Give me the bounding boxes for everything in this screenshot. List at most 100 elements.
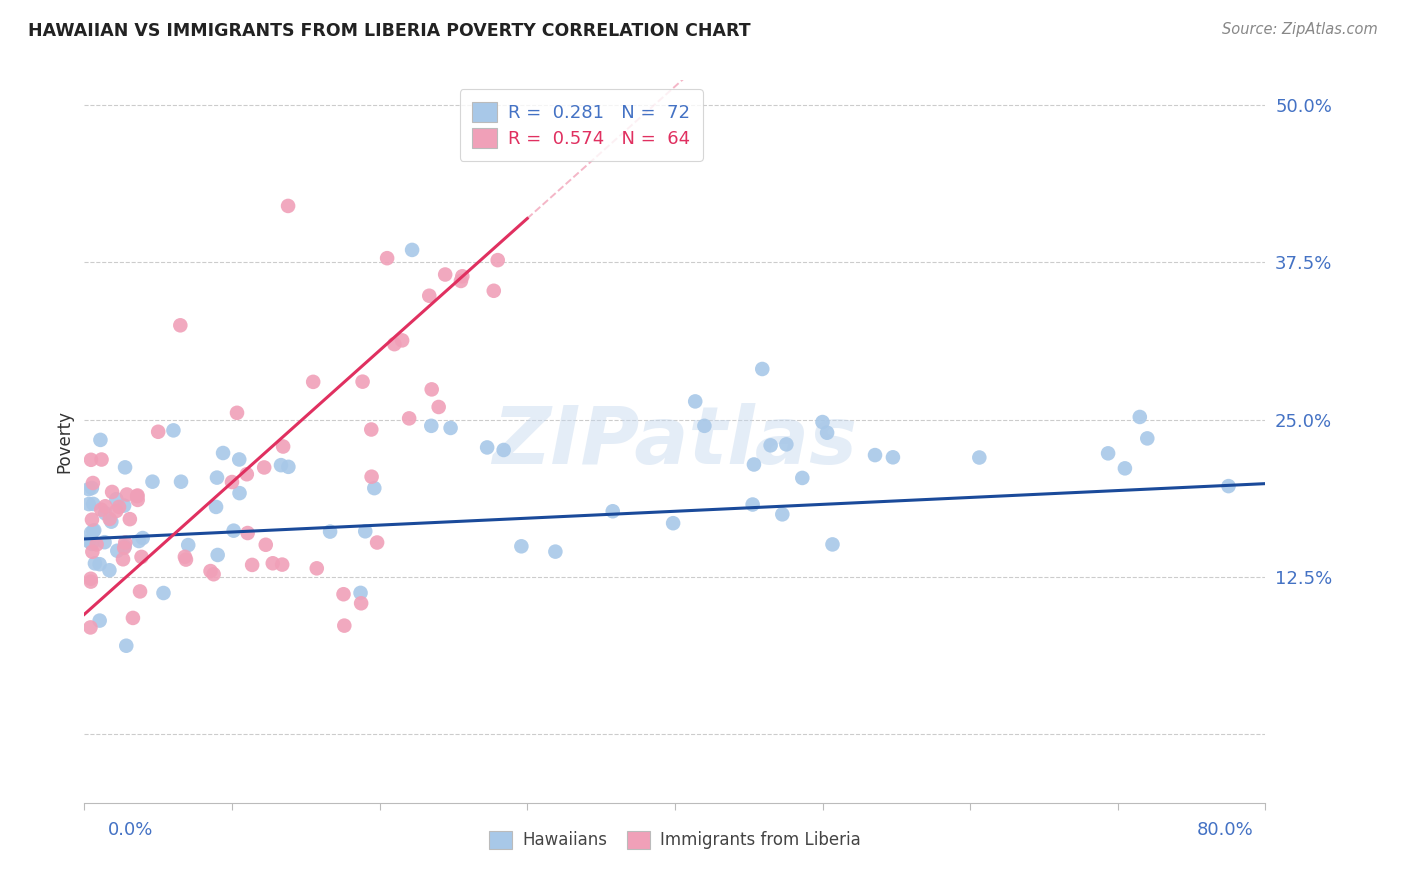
Point	[101, 485, 124, 500]
Point	[228, 452, 250, 467]
Point	[418, 289, 440, 303]
Point	[80, 513, 103, 527]
Point	[815, 425, 838, 440]
Point	[82, 545, 104, 559]
Point	[420, 383, 443, 397]
Point	[205, 500, 228, 514]
Point	[486, 253, 509, 268]
Point	[277, 199, 299, 213]
Point	[89, 557, 111, 571]
Point	[969, 450, 991, 465]
Point	[759, 438, 782, 452]
Point	[141, 475, 163, 489]
Text: HAWAIIAN VS IMMIGRANTS FROM LIBERIA POVERTY CORRELATION CHART: HAWAIIAN VS IMMIGRANTS FROM LIBERIA POVE…	[28, 22, 751, 40]
Point	[174, 549, 197, 564]
Point	[162, 423, 184, 437]
Point	[80, 574, 103, 589]
Point	[332, 587, 354, 601]
Point	[236, 526, 259, 541]
Point	[86, 537, 108, 551]
Text: 80.0%: 80.0%	[1197, 821, 1254, 838]
Point	[207, 548, 229, 562]
Point	[792, 471, 814, 485]
Point	[200, 564, 222, 578]
Point	[93, 535, 115, 549]
Point	[420, 418, 443, 433]
Point	[1097, 446, 1119, 460]
Legend: Hawaiians, Immigrants from Liberia: Hawaiians, Immigrants from Liberia	[482, 824, 868, 856]
Point	[131, 549, 153, 564]
Point	[602, 504, 624, 518]
Point	[127, 492, 149, 507]
Point	[169, 318, 191, 333]
Point	[98, 563, 121, 577]
Point	[89, 614, 111, 628]
Point	[105, 504, 128, 518]
Point	[450, 274, 472, 288]
Point	[360, 469, 382, 483]
Point	[350, 596, 373, 610]
Point	[1129, 409, 1152, 424]
Point	[683, 394, 706, 409]
Point	[427, 400, 450, 414]
Point	[82, 524, 104, 538]
Point	[821, 537, 844, 551]
Point	[177, 538, 200, 552]
Point	[302, 375, 325, 389]
Point	[98, 512, 121, 526]
Point	[510, 539, 533, 553]
Point	[131, 531, 153, 545]
Point	[262, 556, 284, 570]
Point	[271, 558, 294, 572]
Point	[382, 337, 406, 351]
Point	[811, 415, 834, 429]
Point	[122, 611, 145, 625]
Point	[89, 433, 111, 447]
Point	[482, 284, 505, 298]
Point	[100, 515, 122, 529]
Point	[80, 481, 103, 495]
Point	[127, 489, 149, 503]
Point	[271, 440, 294, 454]
Point	[77, 497, 100, 511]
Point	[366, 535, 388, 549]
Point	[1136, 431, 1159, 445]
Y-axis label: Poverty: Poverty	[55, 410, 73, 473]
Point	[111, 552, 134, 566]
Point	[80, 537, 103, 551]
Point	[475, 441, 498, 455]
Point	[253, 460, 276, 475]
Point	[77, 482, 100, 496]
Point	[741, 498, 763, 512]
Point	[114, 460, 136, 475]
Point	[305, 561, 328, 575]
Point	[212, 446, 235, 460]
Point	[118, 512, 141, 526]
Point	[277, 459, 299, 474]
Point	[319, 524, 342, 539]
Text: Source: ZipAtlas.com: Source: ZipAtlas.com	[1222, 22, 1378, 37]
Point	[693, 418, 716, 433]
Point	[544, 544, 567, 558]
Point	[105, 543, 128, 558]
Point	[226, 406, 249, 420]
Point	[84, 557, 107, 571]
Point	[221, 475, 243, 489]
Text: 0.0%: 0.0%	[108, 821, 153, 838]
Point	[1114, 461, 1136, 475]
Point	[90, 452, 112, 467]
Point	[363, 481, 385, 495]
Point	[333, 618, 356, 632]
Point	[105, 492, 128, 507]
Point	[228, 486, 250, 500]
Point	[202, 567, 225, 582]
Point	[240, 558, 263, 572]
Point	[451, 269, 474, 284]
Point	[115, 639, 138, 653]
Point	[114, 535, 136, 549]
Point	[349, 586, 371, 600]
Point	[115, 487, 138, 501]
Point	[82, 497, 104, 511]
Point	[391, 334, 413, 348]
Point	[352, 375, 374, 389]
